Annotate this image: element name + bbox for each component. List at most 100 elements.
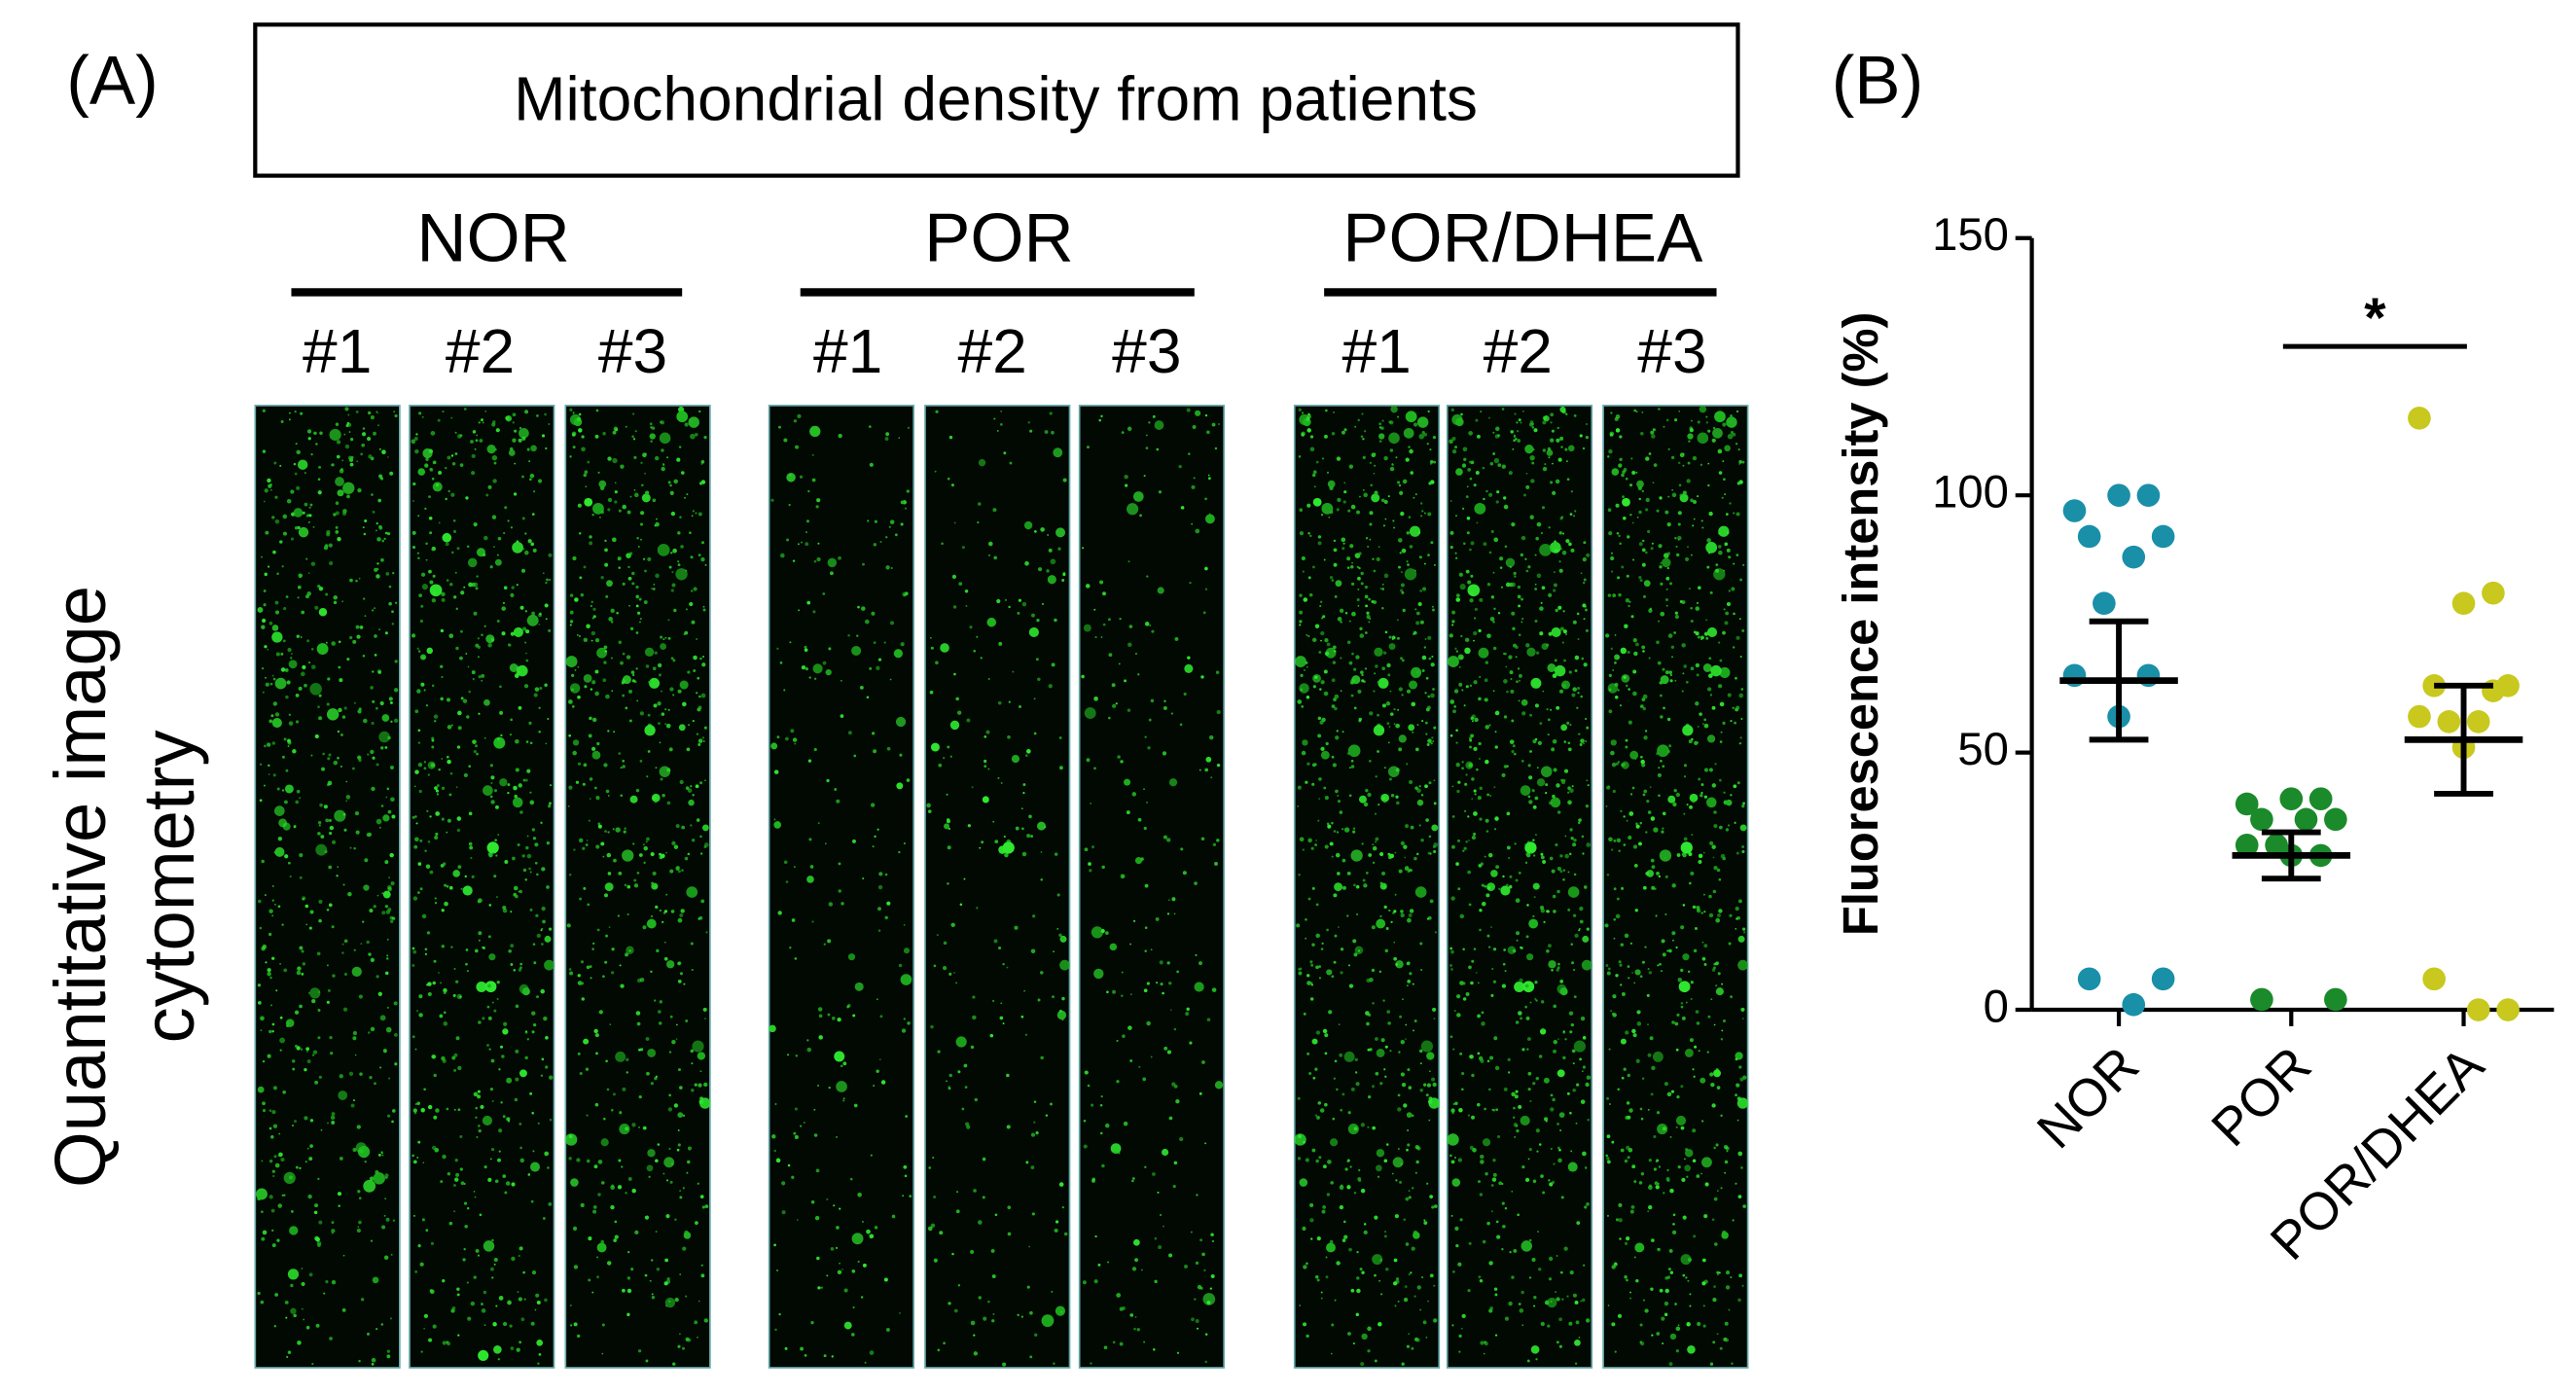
fluorescent-spot [1428, 657, 1432, 661]
fluorescent-spot [1185, 1012, 1190, 1017]
fluorescent-spot [1511, 611, 1516, 616]
fluorescent-spot [307, 520, 310, 523]
fluorescent-spot [1735, 1083, 1740, 1088]
fluorescent-spot [598, 480, 607, 488]
fluorescent-spot [1157, 1191, 1160, 1195]
fluorescent-spot [363, 532, 367, 536]
fluorescent-spot [1574, 933, 1579, 939]
fluorescent-spot [285, 1019, 295, 1027]
fluorescent-spot [490, 781, 493, 785]
fluorescent-spot [465, 948, 469, 951]
fluorescent-spot [1501, 1182, 1504, 1186]
fluorescent-spot [1194, 881, 1198, 885]
fluorescent-spot [525, 740, 529, 743]
fluorescent-spot [510, 592, 515, 597]
fluorescent-spot [597, 824, 602, 829]
fluorescent-spot [620, 983, 625, 988]
fluorescent-spot [1516, 931, 1521, 936]
fluorescent-spot [304, 1161, 307, 1163]
fluorescent-spot [1327, 480, 1336, 488]
fluorescent-spot [1471, 720, 1475, 723]
fluorescent-spot [1433, 802, 1437, 805]
fluorescent-spot [1728, 419, 1732, 424]
fluorescent-spot [1353, 952, 1358, 957]
fluorescent-spot [1394, 1305, 1397, 1307]
fluorescent-spot [1423, 512, 1426, 515]
fluorescent-spot [1576, 612, 1580, 616]
fluorescent-spot [353, 701, 356, 704]
fluorescent-spot [493, 1263, 496, 1266]
fluorescent-spot [1377, 1322, 1382, 1327]
fluorescent-spot [787, 1054, 790, 1056]
fluorescent-spot [838, 555, 841, 560]
fluorescent-spot [1409, 680, 1418, 690]
fluorescent-spot [1504, 652, 1507, 656]
fluorescent-spot [1359, 626, 1363, 630]
fluorescent-spot [1129, 993, 1132, 996]
fluorescent-spot [1668, 1362, 1673, 1367]
fluorescent-spot [1551, 429, 1555, 433]
fluorescent-spot [841, 1269, 843, 1270]
fluorescent-spot [789, 641, 792, 644]
fluorescent-spot [786, 473, 796, 483]
fluorescent-spot [591, 680, 596, 685]
fluorescent-spot [1570, 1022, 1574, 1027]
fluorescent-spot [1655, 914, 1658, 917]
fluorescent-spot [663, 941, 666, 944]
fluorescent-spot [425, 558, 428, 561]
fluorescent-spot [1632, 1033, 1637, 1038]
fluorescent-spot [673, 1103, 679, 1108]
fluorescent-spot [1356, 1288, 1361, 1294]
fluorescent-spot [1433, 779, 1436, 782]
fluorescent-spot [1021, 827, 1024, 831]
fluorescent-spot [511, 586, 515, 590]
fluorescent-spot [813, 747, 817, 752]
fluorescent-spot [849, 1177, 853, 1181]
fluorescent-spot [1180, 847, 1184, 851]
fluorescent-spot [991, 1319, 995, 1323]
fluorescent-spot [1336, 1088, 1339, 1091]
fluorescent-spot [851, 1333, 855, 1337]
fluorescent-spot [1432, 1318, 1438, 1323]
fluorescent-spot [1462, 447, 1468, 452]
fluorescent-spot [1569, 788, 1574, 793]
fluorescent-spot [1698, 853, 1703, 859]
fluorescent-spot [429, 815, 432, 818]
fluorescent-spot [475, 744, 479, 748]
fluorescent-spot [1455, 741, 1458, 744]
fluorescent-spot [1430, 693, 1435, 698]
fluorescent-spot [1040, 877, 1044, 881]
fluorescent-spot [347, 413, 350, 416]
fluorescent-spot [1313, 485, 1316, 488]
fluorescent-spot [665, 960, 675, 969]
fluorescent-spot [1374, 464, 1377, 467]
fluorescent-spot [271, 625, 279, 631]
fluorescent-spot [702, 608, 706, 612]
fluorescent-spot [1467, 584, 1481, 597]
fluorescent-spot [1573, 1040, 1586, 1053]
fluorescent-spot [1336, 456, 1342, 461]
fluorescent-spot [1406, 984, 1409, 987]
fluorescent-spot [1301, 433, 1305, 437]
fluorescent-spot [1388, 420, 1392, 424]
fluorescent-spot [1356, 1250, 1359, 1254]
fluorescent-spot [1324, 1102, 1328, 1107]
fluorescent-spot [1531, 422, 1535, 426]
fluorescent-spot [1547, 447, 1552, 451]
fluorescent-spot [1703, 795, 1708, 799]
fluorescent-spot [1638, 576, 1642, 580]
fluorescent-spot [447, 1171, 451, 1176]
fluorescent-spot [333, 513, 337, 517]
fluorescent-spot [577, 665, 580, 668]
fluorescent-spot [1696, 1021, 1700, 1025]
fluorescent-spot [1662, 1342, 1664, 1345]
fluorescent-spot [431, 548, 435, 552]
fluorescent-spot [290, 1210, 294, 1213]
fluorescent-spot [1528, 1147, 1532, 1152]
fluorescent-spot [1014, 925, 1019, 930]
fluorescent-spot [357, 755, 362, 760]
fluorescent-spot [669, 1015, 673, 1019]
fluorescent-spot [454, 431, 457, 434]
fluorescent-spot [1431, 608, 1435, 612]
fluorescent-spot [1382, 999, 1385, 1002]
